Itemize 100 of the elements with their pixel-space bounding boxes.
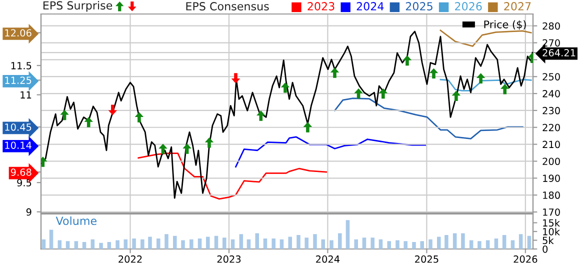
bar <box>502 235 506 249</box>
bar <box>124 239 128 249</box>
bar <box>478 241 482 249</box>
point <box>204 137 214 148</box>
point <box>280 82 290 93</box>
bar <box>313 234 317 249</box>
y2-tick-label: 10k <box>543 228 560 236</box>
x-tick-label: 2022 <box>118 255 142 263</box>
bar <box>190 239 194 249</box>
bar <box>140 239 144 249</box>
line-series <box>334 98 524 140</box>
point <box>182 144 192 154</box>
bar <box>354 239 358 249</box>
point <box>231 73 240 84</box>
bar <box>518 234 523 249</box>
legend-label: 2025 <box>406 2 432 10</box>
point <box>158 144 168 154</box>
bar <box>156 238 160 249</box>
bar <box>230 239 235 249</box>
bar <box>148 236 152 249</box>
bar <box>222 238 226 249</box>
y-tick-label: 12.06 <box>5 29 32 37</box>
point <box>402 55 412 66</box>
point <box>500 84 510 94</box>
bar <box>239 234 244 249</box>
bar <box>272 238 276 249</box>
bar <box>255 233 259 249</box>
bar <box>74 241 78 249</box>
legend-label: 2027 <box>504 2 531 10</box>
point <box>84 116 93 128</box>
bar <box>107 242 112 249</box>
line-series <box>235 136 426 168</box>
bar <box>396 240 400 249</box>
point <box>429 68 438 79</box>
bar <box>404 241 408 249</box>
y-tick-label: 9.68 <box>10 168 32 176</box>
bar <box>494 238 498 249</box>
point <box>256 110 266 121</box>
bar <box>116 240 120 249</box>
bar <box>461 233 465 249</box>
y-tick-label: 10.14 <box>5 142 32 149</box>
bar <box>58 240 62 249</box>
x-tick-label: 2023 <box>217 255 241 263</box>
y-tick-label: 9 <box>26 208 32 216</box>
y-tick-label: 11.25 <box>5 76 32 84</box>
bar <box>338 233 342 249</box>
bar <box>527 236 532 249</box>
bar <box>164 234 168 249</box>
y2-tick-label: 210 <box>542 140 560 148</box>
bar <box>246 239 251 249</box>
point <box>452 90 461 102</box>
y2-tick-label: 220 <box>542 124 560 132</box>
y-tick-label: 11 <box>20 91 32 98</box>
x-tick-label: 2024 <box>316 255 340 263</box>
bar <box>420 241 424 249</box>
bar <box>436 236 441 249</box>
y2-tick-label: 230 <box>542 106 560 114</box>
bar <box>288 236 292 249</box>
bar <box>378 239 383 249</box>
bar <box>346 220 350 249</box>
legend-title: EPS Consensus <box>186 2 269 10</box>
bar <box>330 240 334 249</box>
bar <box>444 235 448 249</box>
bar <box>181 240 185 249</box>
point <box>303 122 312 132</box>
bar <box>387 241 391 249</box>
point <box>330 68 340 78</box>
bar <box>42 239 46 249</box>
point <box>108 104 118 116</box>
bar <box>510 240 515 249</box>
y2-tick-label: 240 <box>542 90 560 98</box>
point <box>354 88 363 99</box>
y-tick-label: 11.5 <box>11 62 32 70</box>
y2-tick-label: 170 <box>543 208 560 216</box>
y-tick-label: 10.45 <box>5 123 32 131</box>
legend-label: 2026 <box>455 2 482 10</box>
x-tick-label: 2026 <box>514 255 538 263</box>
bar <box>99 242 103 249</box>
legend-label: 2023 <box>308 2 334 10</box>
point <box>476 73 486 84</box>
bar <box>66 241 70 249</box>
y2-tick-label: 280 <box>542 22 560 30</box>
line-series <box>440 30 532 47</box>
bar <box>486 240 490 249</box>
x-tick-label: 2025 <box>415 255 438 263</box>
bar <box>469 240 474 249</box>
bar <box>304 238 308 249</box>
y2-tick-label: 15k <box>543 219 560 227</box>
bar <box>214 236 218 249</box>
point <box>378 88 388 99</box>
bar <box>452 233 457 249</box>
y2-tick-label: 180 <box>543 192 560 199</box>
bar <box>173 236 177 249</box>
text: EPS Surprise <box>43 0 112 12</box>
bar <box>82 242 86 249</box>
bar <box>428 239 432 249</box>
y2-tick-label: 5k <box>542 236 554 244</box>
bar <box>90 239 95 249</box>
bar <box>321 239 325 249</box>
chart-title: Volume <box>56 216 96 226</box>
